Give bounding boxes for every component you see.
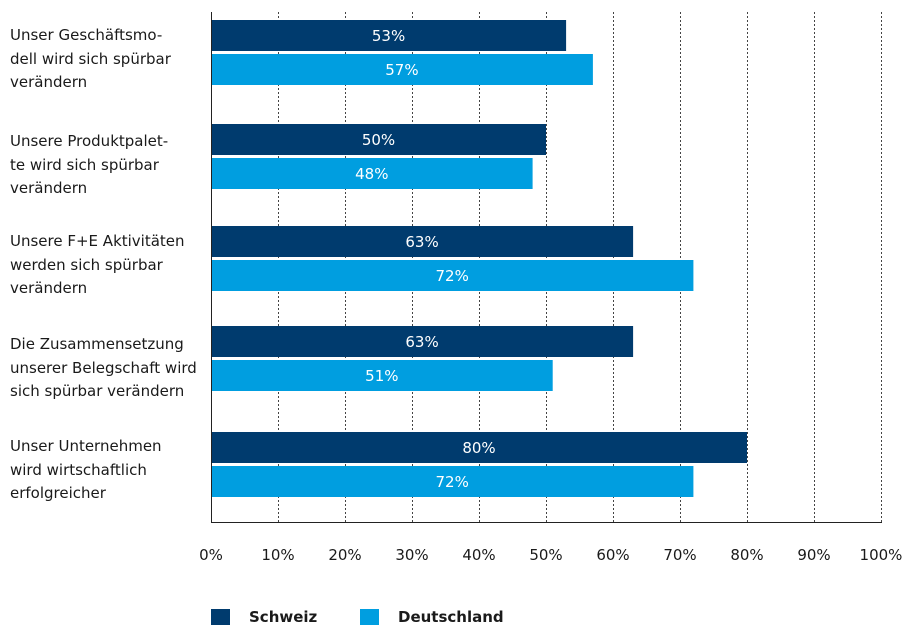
x-tick-label-80: 80% bbox=[730, 546, 763, 564]
x-tick-label-20: 20% bbox=[328, 546, 361, 564]
bar-schweiz-5 bbox=[211, 432, 747, 463]
x-tick-label-100: 100% bbox=[860, 546, 903, 564]
legend-item-schweiz: Schweiz bbox=[211, 607, 317, 627]
category-label-3: Unsere F+E Aktivitäten werden sich spürba… bbox=[10, 232, 185, 297]
category-label-4: Die Zusammensetzung unserer Belegschaft w… bbox=[10, 335, 197, 400]
bar-label-schweiz-5: 80% bbox=[462, 439, 495, 457]
bar-label-deutschland-2: 48% bbox=[355, 165, 388, 183]
x-tick-label-30: 30% bbox=[395, 546, 428, 564]
legend-swatch-deutschland bbox=[360, 609, 379, 625]
bar-label-deutschland-1: 57% bbox=[385, 61, 418, 79]
x-tick-label-0: 0% bbox=[199, 546, 223, 564]
bar-schweiz-1 bbox=[211, 20, 567, 51]
category-label-2: Unsere Produktpalet-te wird sich spürbar… bbox=[10, 132, 169, 197]
bar-deutschland-3 bbox=[211, 260, 694, 291]
bar-label-deutschland-5: 72% bbox=[436, 473, 469, 491]
bar-deutschland-1 bbox=[211, 54, 593, 85]
bar-label-deutschland-3: 72% bbox=[436, 267, 469, 285]
category-label-5: Unser Unternehmen wird wirtschaftlich erfo… bbox=[10, 437, 162, 502]
x-tick-label-40: 40% bbox=[462, 546, 495, 564]
bar-schweiz-2 bbox=[211, 124, 546, 155]
bar-label-schweiz-4: 63% bbox=[405, 333, 438, 351]
bar-schweiz-3 bbox=[211, 226, 634, 257]
x-tick-label-50: 50% bbox=[529, 546, 562, 564]
x-tick-label-10: 10% bbox=[261, 546, 294, 564]
bar-deutschland-5 bbox=[211, 466, 694, 497]
x-tick-label-60: 60% bbox=[596, 546, 629, 564]
bar-label-schweiz-2: 50% bbox=[362, 131, 395, 149]
legend-item-deutschland: Deutschland bbox=[360, 607, 504, 627]
bar-label-schweiz-1: 53% bbox=[372, 27, 405, 45]
legend-label-schweiz: Schweiz bbox=[249, 608, 318, 626]
bar-schweiz-4 bbox=[211, 326, 634, 357]
x-tick-label-70: 70% bbox=[663, 546, 696, 564]
x-tick-label-90: 90% bbox=[797, 546, 830, 564]
bar-deutschland-2 bbox=[211, 158, 533, 189]
bar-deutschland-4 bbox=[211, 360, 553, 391]
bar-label-schweiz-3: 63% bbox=[405, 233, 438, 251]
legend-label-deutschland: Deutschland bbox=[398, 608, 504, 626]
category-label-1: Unser Geschäftsmo-dell wird sich spürbar… bbox=[10, 26, 171, 91]
bar-label-deutschland-4: 51% bbox=[365, 367, 398, 385]
legend-swatch-schweiz bbox=[211, 609, 230, 625]
